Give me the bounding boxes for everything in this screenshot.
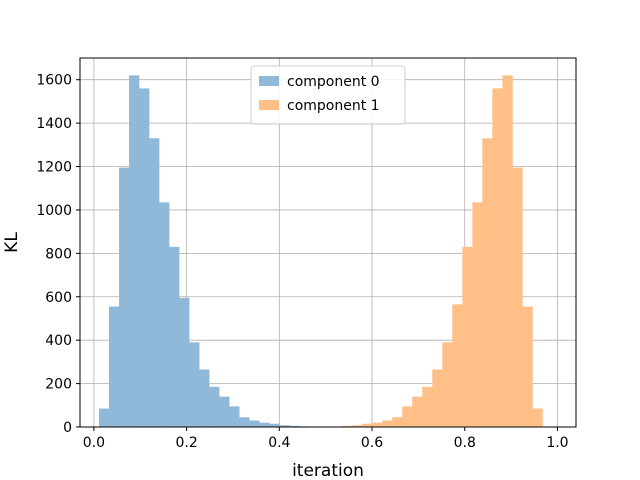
- histogram-bar-series-0: [99, 408, 110, 427]
- histogram-bar-series-0: [209, 386, 220, 427]
- x-tick-label: 0.0: [83, 435, 105, 451]
- histogram-bar-series-0: [279, 425, 290, 427]
- y-tick-label: 0: [63, 420, 72, 436]
- y-tick-label: 1400: [36, 116, 72, 132]
- y-tick-label: 800: [45, 246, 72, 262]
- histogram-bar-series-0: [139, 88, 150, 427]
- x-tick-label: 1.0: [546, 435, 568, 451]
- histogram-bar-series-1: [482, 138, 493, 427]
- histogram-bar-series-0: [159, 202, 170, 427]
- histogram-bar-series-1: [382, 420, 393, 427]
- histogram-bar-series-0: [249, 420, 260, 427]
- histogram-bar-series-0: [119, 167, 130, 428]
- histogram-bar-series-1: [412, 396, 423, 427]
- histogram-bar-series-1: [442, 342, 453, 427]
- legend-swatch: [259, 100, 279, 110]
- histogram-bar-series-0: [269, 423, 280, 427]
- legend-label: component 0: [287, 74, 380, 90]
- histogram-bar-series-0: [229, 406, 240, 427]
- histogram-bar-series-1: [532, 408, 543, 427]
- histogram-bar-series-0: [169, 246, 180, 427]
- y-tick-label: 1000: [36, 203, 72, 219]
- histogram-bar-series-0: [219, 396, 230, 427]
- ticks: 0.0 0.2 0.4 0.6 0.8 1.0 0 200 400 600 800 1000 1200 1…: [36, 73, 568, 451]
- histogram-bar-series-0: [199, 369, 210, 427]
- histogram-bar-series-0: [239, 417, 250, 427]
- x-tick-label: 0.4: [268, 435, 290, 451]
- x-tick-label: 0.8: [454, 435, 476, 451]
- plot-frame: [79, 57, 577, 428]
- histogram-bar-series-1: [392, 417, 403, 427]
- legend-label: component 1: [287, 98, 380, 114]
- histogram-bar-series-0: [129, 75, 140, 427]
- bars: [99, 75, 553, 428]
- histogram-bar-series-1: [372, 422, 383, 427]
- histogram-bar-series-1: [422, 386, 433, 427]
- histogram-bar-series-0: [259, 422, 270, 427]
- histogram-bar-series-1: [362, 423, 373, 427]
- histogram-bar-series-1: [452, 304, 463, 427]
- y-tick-label: 1600: [36, 73, 72, 89]
- legend: component 0 component 1: [250, 65, 406, 125]
- histogram-bar-series-1: [352, 425, 363, 427]
- histogram-bar-series-1: [502, 75, 513, 427]
- y-axis-label: KL: [2, 232, 22, 253]
- histogram-bar-series-1: [462, 246, 473, 427]
- histogram-bar-series-0: [149, 138, 160, 427]
- histogram-bar-series-1: [512, 167, 523, 428]
- y-tick-label: 1200: [36, 160, 72, 176]
- histogram-bar-series-1: [492, 88, 503, 427]
- histogram-bar-series-1: [432, 369, 443, 427]
- histogram-bar-series-0: [179, 297, 190, 427]
- histogram-bar-series-0: [189, 342, 200, 427]
- x-tick-label: 0.6: [361, 435, 383, 451]
- y-tick-label: 400: [45, 333, 72, 349]
- histogram-bar-series-1: [402, 406, 413, 427]
- histogram-bar-series-0: [109, 306, 120, 427]
- histogram-bar-series-1: [522, 306, 533, 427]
- y-tick-label: 600: [45, 290, 72, 306]
- histogram-bar-series-1: [342, 425, 353, 427]
- histogram-bar-series-0: [289, 425, 300, 427]
- legend-box: [250, 65, 406, 125]
- legend-swatch: [259, 76, 279, 86]
- y-tick-label: 200: [45, 377, 72, 393]
- histogram-bar-series-1: [472, 202, 483, 427]
- x-tick-label: 0.2: [175, 435, 197, 451]
- x-axis-label: iteration: [292, 461, 364, 480]
